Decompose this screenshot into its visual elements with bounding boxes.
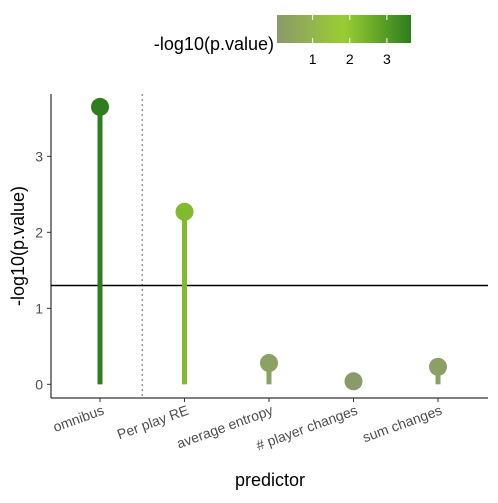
x-tick-label: omnibus xyxy=(51,402,106,435)
legend-tick-label: 3 xyxy=(383,51,391,67)
lollipop-point xyxy=(175,202,194,221)
legend-title: -log10(p.value) xyxy=(154,34,274,54)
legend-tick-label: 1 xyxy=(309,51,317,67)
y-tick-label: 3 xyxy=(35,148,43,164)
y-tick-label: 1 xyxy=(35,300,43,316)
y-tick-label: 2 xyxy=(35,224,43,240)
y-tick-label: 0 xyxy=(35,376,43,392)
lollipop-point xyxy=(429,357,447,376)
x-axis-title: predictor xyxy=(235,470,305,490)
y-axis-title: -log10(p.value) xyxy=(8,186,28,306)
legend-tick-label: 2 xyxy=(346,51,354,67)
x-tick-label: sum changes xyxy=(360,402,444,446)
color-legend: -log10(p.value) 1 2 3 xyxy=(154,15,411,67)
lollipop-point xyxy=(344,372,363,391)
legend-colorbar xyxy=(277,15,411,43)
lollipop-point xyxy=(91,97,109,116)
lollipop-point xyxy=(260,354,278,373)
